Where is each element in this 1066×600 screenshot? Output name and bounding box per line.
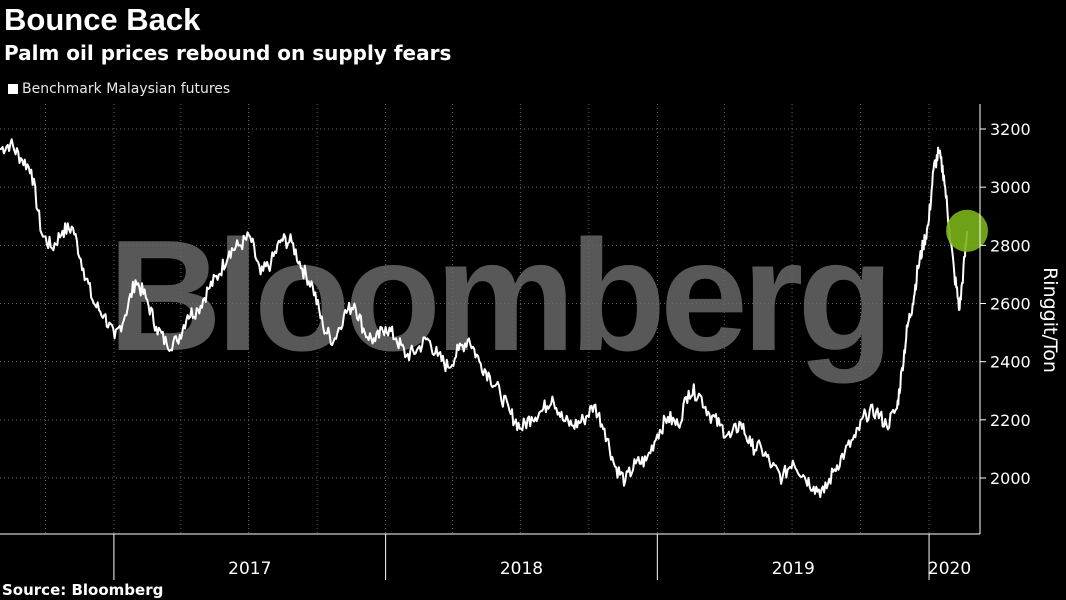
chart-title: Bounce Back	[4, 2, 201, 37]
chart-subtitle: Palm oil prices rebound on supply fears	[4, 41, 452, 65]
y-axis-label: Ringgit/Ton	[1039, 267, 1061, 373]
grid	[0, 104, 980, 534]
watermark: Bloomberg	[108, 208, 888, 384]
y-tick-label: 2600	[990, 295, 1031, 314]
highlight-marker	[946, 209, 989, 252]
source-note: Source: Bloomberg	[2, 581, 164, 599]
price-series-line	[0, 138, 968, 499]
legend-swatch	[8, 84, 18, 94]
x-year-label: 2017	[228, 559, 271, 579]
y-tick-label: 3000	[990, 178, 1031, 197]
legend: Benchmark Malaysian futures	[8, 80, 230, 98]
x-year-label: 2018	[500, 559, 543, 579]
x-year-label: 2020	[928, 559, 971, 579]
legend-label: Benchmark Malaysian futures	[22, 81, 231, 97]
y-tick-label: 2400	[990, 353, 1031, 372]
x-year-label: 2019	[772, 559, 815, 579]
y-tick-label: 2000	[990, 469, 1031, 488]
y-tick-label: 2200	[990, 411, 1031, 430]
axes: 2000 2200 2400 2600 2800 3000 3200 2017 2018 2019…	[0, 104, 1031, 580]
y-tick-label: 3200	[990, 120, 1031, 139]
line-layer	[0, 138, 989, 499]
y-tick-label: 2800	[990, 236, 1031, 255]
